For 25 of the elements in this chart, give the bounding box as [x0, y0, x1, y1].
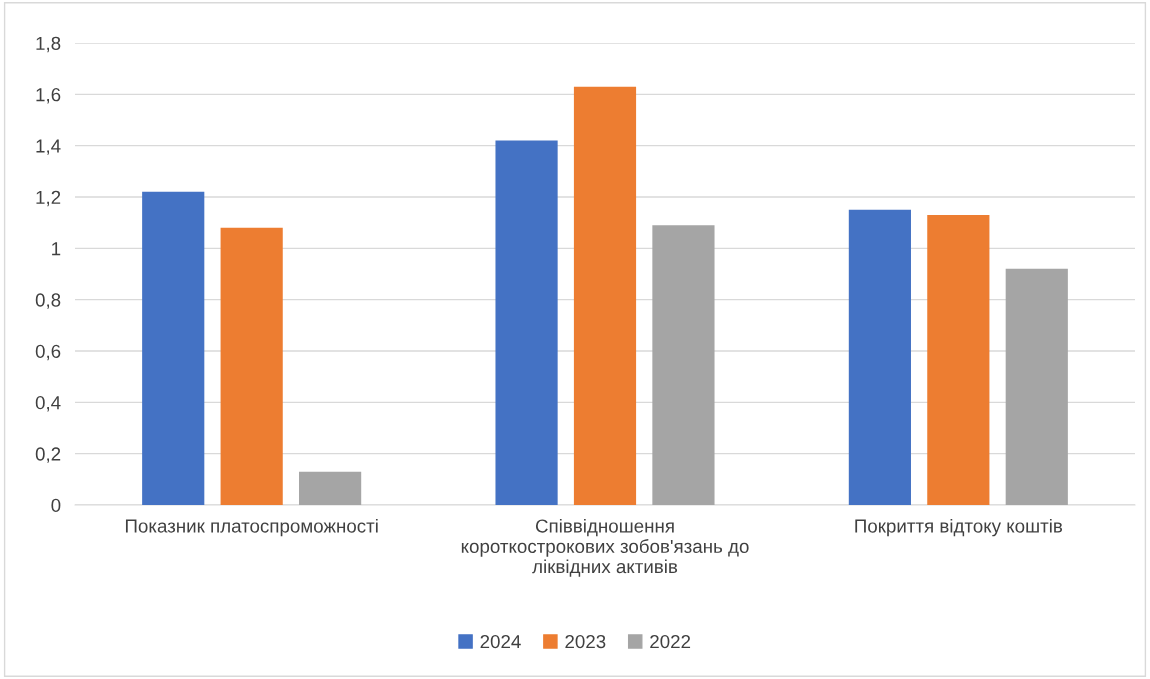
y-tick-label: 1,2: [36, 190, 61, 207]
bar: [652, 225, 715, 505]
bar: [299, 471, 362, 505]
x-tick-label: Показник платоспроможності: [125, 518, 378, 537]
y-tick-label: 1: [52, 242, 61, 256]
bar: [927, 214, 990, 505]
bar: [573, 86, 637, 505]
y-tick-label: 1,4: [36, 139, 61, 155]
y-tick-label: 0,4: [35, 396, 61, 412]
legend-label: 2023: [565, 634, 606, 649]
bar: [142, 191, 205, 505]
legend-label: 2024: [480, 634, 521, 649]
y-tick-label: 0: [51, 498, 61, 512]
bar: [848, 209, 911, 505]
x-tick-label: Співвідношення короткострокових зобов'язань до ліквідних активів: [461, 518, 749, 577]
y-tick-label: 0,8: [35, 293, 61, 309]
y-tick-label: 0,6: [35, 344, 61, 361]
x-tick-label: Покриття відтоку коштів: [855, 518, 1063, 537]
bar: [1005, 268, 1068, 505]
y-tick-label: 0,2: [35, 447, 61, 463]
legend-label: 2022: [650, 634, 691, 649]
bar: [220, 227, 283, 505]
y-tick-label: 1,6: [36, 88, 61, 104]
bar: [495, 140, 558, 505]
y-tick-label: 1,8: [36, 36, 61, 53]
